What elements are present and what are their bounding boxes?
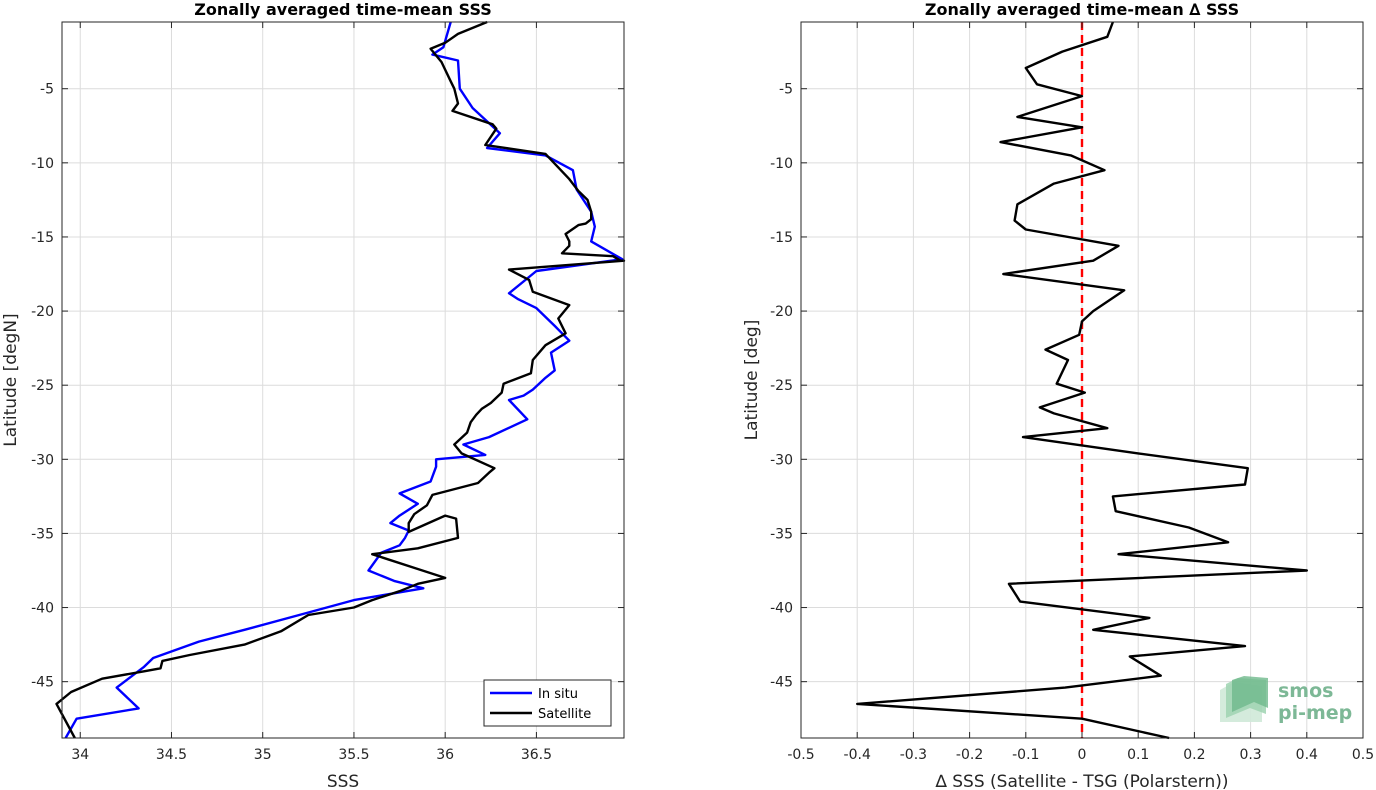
left-plot-ytick-label: -10 [31, 156, 54, 172]
left-plot-panel: 34 34.5 35 35.5 36 36.5 -5 -10 -15 -20 -25 -30 -35 -4… [1, 0, 626, 790]
right-plot-ytick-label: -5 [779, 82, 793, 98]
right-plot-xlabel: ∆ SSS (Satellite - TSG (Polarstern)) [934, 772, 1228, 790]
right-plot-ytick-label: -45 [770, 675, 793, 691]
left-plot-xtick-label: 36 [436, 747, 454, 763]
right-plot-ylabel: Latitude [deg] [742, 320, 762, 441]
right-plot-ytick-label: -15 [770, 230, 793, 246]
right-plot-xtick-label: -0.4 [844, 747, 871, 763]
left-plot-xlabel: SSS [327, 772, 359, 790]
left-plot-ytick-label: -5 [40, 82, 54, 98]
left-plot-xtick-label: 36.5 [521, 747, 552, 763]
right-plot-xtick-label: 0.4 [1296, 747, 1318, 763]
left-plot-ytick-label: -40 [31, 601, 54, 617]
legend: In situ Satellite [483, 679, 612, 727]
right-plot-line-series-0 [856, 21, 1309, 740]
left-plot-ytick-label: -30 [31, 452, 54, 468]
left-plot-grid [62, 22, 624, 738]
right-plot-xtick-label: 0 [1078, 747, 1087, 763]
right-plot-series [856, 21, 1309, 740]
right-plot-xtick-label: 0.2 [1183, 747, 1205, 763]
right-plot-ytick-label: -35 [770, 526, 793, 542]
right-plot-ytick-label: -25 [770, 378, 793, 394]
right-plot-ytick-label: -10 [770, 156, 793, 172]
right-plot-xtick-label: 0.5 [1352, 747, 1374, 763]
right-plot-xtick-label: 0.1 [1127, 747, 1149, 763]
right-plot-ytick-label: -40 [770, 601, 793, 617]
left-plot-xtick-label: 35 [254, 747, 272, 763]
left-plot-ylabel: Latitude [degN] [1, 313, 21, 446]
left-plot-ytick-label: -25 [31, 378, 54, 394]
right-plot-xtick-label: -0.5 [787, 747, 814, 763]
left-plot-xtick-label: 34.5 [156, 747, 187, 763]
right-plot-xtick-label: -0.1 [1012, 747, 1039, 763]
left-plot-xtick-label: 35.5 [338, 747, 369, 763]
right-plot-xtick-label: 0.3 [1239, 747, 1261, 763]
right-plot-xtick-label: -0.2 [956, 747, 983, 763]
right-plot-ytick-label: -20 [770, 304, 793, 320]
right-plot-xtick-label: -0.3 [900, 747, 927, 763]
right-plot-ticks: -0.5 -0.4 -0.3 -0.2 -0.1 0 0.1 0.2 0.3 0.4 0.5 -5 -1… [770, 22, 1374, 763]
legend-box [483, 679, 612, 727]
legend-label-in-situ: In situ [538, 687, 578, 702]
legend-label-satellite: Satellite [538, 707, 591, 722]
left-plot-xtick-label: 34 [71, 747, 89, 763]
left-plot-title: Zonally averaged time-mean SSS [194, 0, 492, 19]
right-plot-panel: -0.5 -0.4 -0.3 -0.2 -0.1 0 0.1 0.2 0.3 0.4 0.5 -5 -1… [742, 0, 1374, 790]
left-plot-ytick-label: -20 [31, 304, 54, 320]
logo-text-pi-mep: pi-mep [1278, 702, 1352, 724]
right-plot-ytick-label: -30 [770, 452, 793, 468]
logo-icon [1220, 676, 1268, 722]
left-plot-line-in-situ [64, 21, 624, 739]
left-plot-series [55, 20, 626, 739]
smos-pi-mep-logo: smos pi-mep [1220, 676, 1352, 724]
left-plot-ytick-label: -35 [31, 526, 54, 542]
right-plot-title: Zonally averaged time-mean ∆ SSS [925, 0, 1239, 19]
left-plot-ytick-label: -45 [31, 675, 54, 691]
left-plot-line-satellite [55, 20, 626, 739]
logo-text-smos: smos [1278, 680, 1333, 702]
left-plot-ytick-label: -15 [31, 230, 54, 246]
left-plot-ticks: 34 34.5 35 35.5 36 36.5 -5 -10 -15 -20 -25 -30 -35 -4… [31, 22, 624, 763]
